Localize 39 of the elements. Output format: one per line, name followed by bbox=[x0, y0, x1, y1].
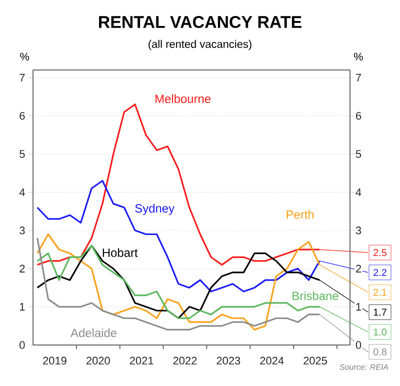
data-label: 2.5 bbox=[374, 249, 387, 256]
x-tick-label: 2020 bbox=[86, 356, 110, 365]
y2-tick-label: 0 bbox=[356, 341, 362, 349]
y2-axis-title: % bbox=[354, 52, 363, 60]
chart-title: RENTAL VACANCY RATE bbox=[99, 16, 302, 28]
y2-tick-label: 5 bbox=[356, 150, 362, 158]
y-tick-label: 3 bbox=[20, 226, 25, 234]
y2-tick-label: 7 bbox=[356, 74, 361, 82]
x-tick-label: 2025 bbox=[304, 356, 327, 365]
x-tick-label: 2022 bbox=[173, 356, 197, 365]
series-label: Sydney bbox=[135, 204, 174, 215]
x-tick-label: 2024 bbox=[260, 356, 284, 365]
y2-tick-label: 3 bbox=[356, 226, 362, 234]
data-label: 1.7 bbox=[374, 308, 386, 316]
y-tick-label: 5 bbox=[20, 150, 25, 158]
x-tick-label: 2023 bbox=[216, 356, 240, 365]
y-axis-title: % bbox=[20, 52, 30, 60]
y-tick-label: 2 bbox=[20, 264, 25, 272]
x-tick-label: 2019 bbox=[43, 356, 66, 365]
y2-tick-label: 4 bbox=[356, 188, 362, 196]
y2-tick-label: 2 bbox=[356, 264, 361, 272]
y-tick-label: 1 bbox=[20, 303, 25, 311]
data-label: 2.2 bbox=[374, 268, 386, 276]
y-tick-label: 6 bbox=[20, 112, 25, 120]
data-label: 2.1 bbox=[374, 288, 386, 296]
chart-subtitle: (all rented vacancies) bbox=[148, 40, 252, 50]
y-tick-label: 0 bbox=[20, 341, 25, 349]
y2-tick-label: 6 bbox=[356, 112, 362, 120]
series-label: Brisbane bbox=[292, 291, 338, 300]
series-label: Melbourne bbox=[156, 94, 211, 104]
y2-tick-label: 1 bbox=[356, 303, 362, 311]
y-tick-label: 7 bbox=[20, 74, 25, 82]
series-label: Hobart bbox=[102, 248, 138, 257]
data-label: 1.0 bbox=[374, 328, 387, 336]
y-tick-label: 4 bbox=[19, 188, 25, 196]
series-label: Perth bbox=[286, 210, 314, 219]
series-label: Adelaide bbox=[70, 328, 117, 338]
x-tick-label: 2021 bbox=[130, 356, 154, 365]
data-label: 0.8 bbox=[373, 348, 386, 356]
